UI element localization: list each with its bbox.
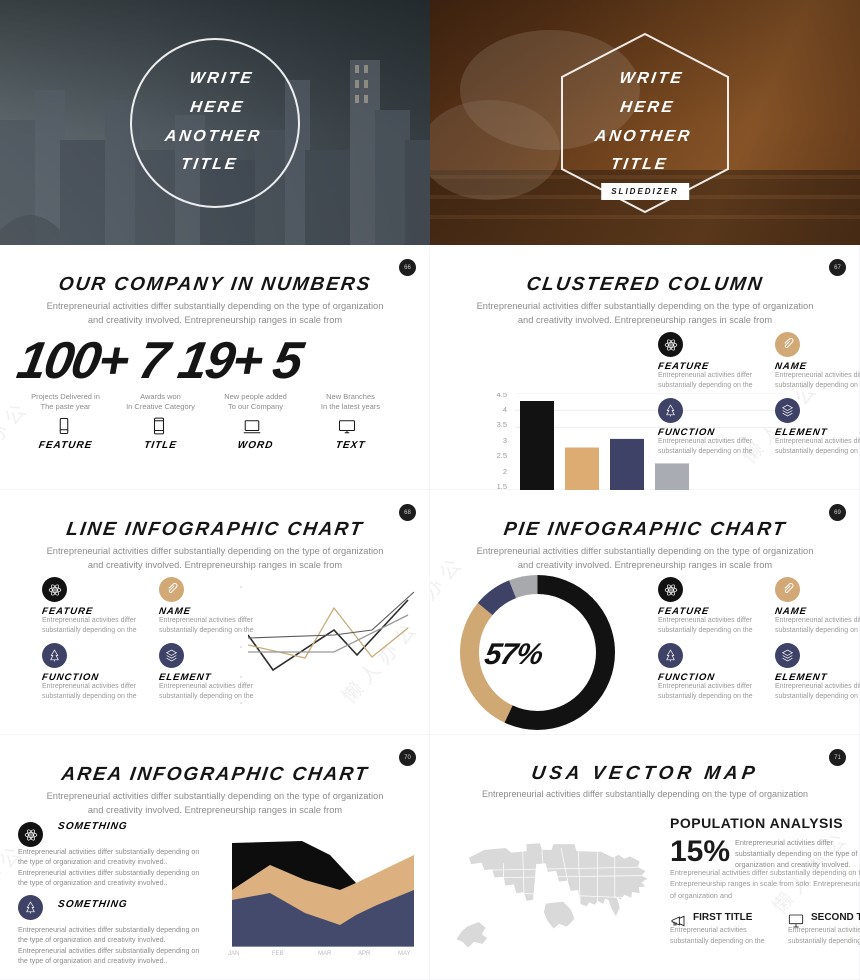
svg-text:3: 3 [503, 436, 507, 445]
svg-text:2: 2 [503, 467, 507, 476]
svg-text:1.5: 1.5 [497, 482, 507, 490]
svg-text:4: 4 [503, 405, 507, 414]
svg-text:4.5: 4.5 [497, 393, 507, 399]
svg-text:3.5: 3.5 [497, 420, 507, 429]
svg-text:2.5: 2.5 [497, 451, 507, 460]
